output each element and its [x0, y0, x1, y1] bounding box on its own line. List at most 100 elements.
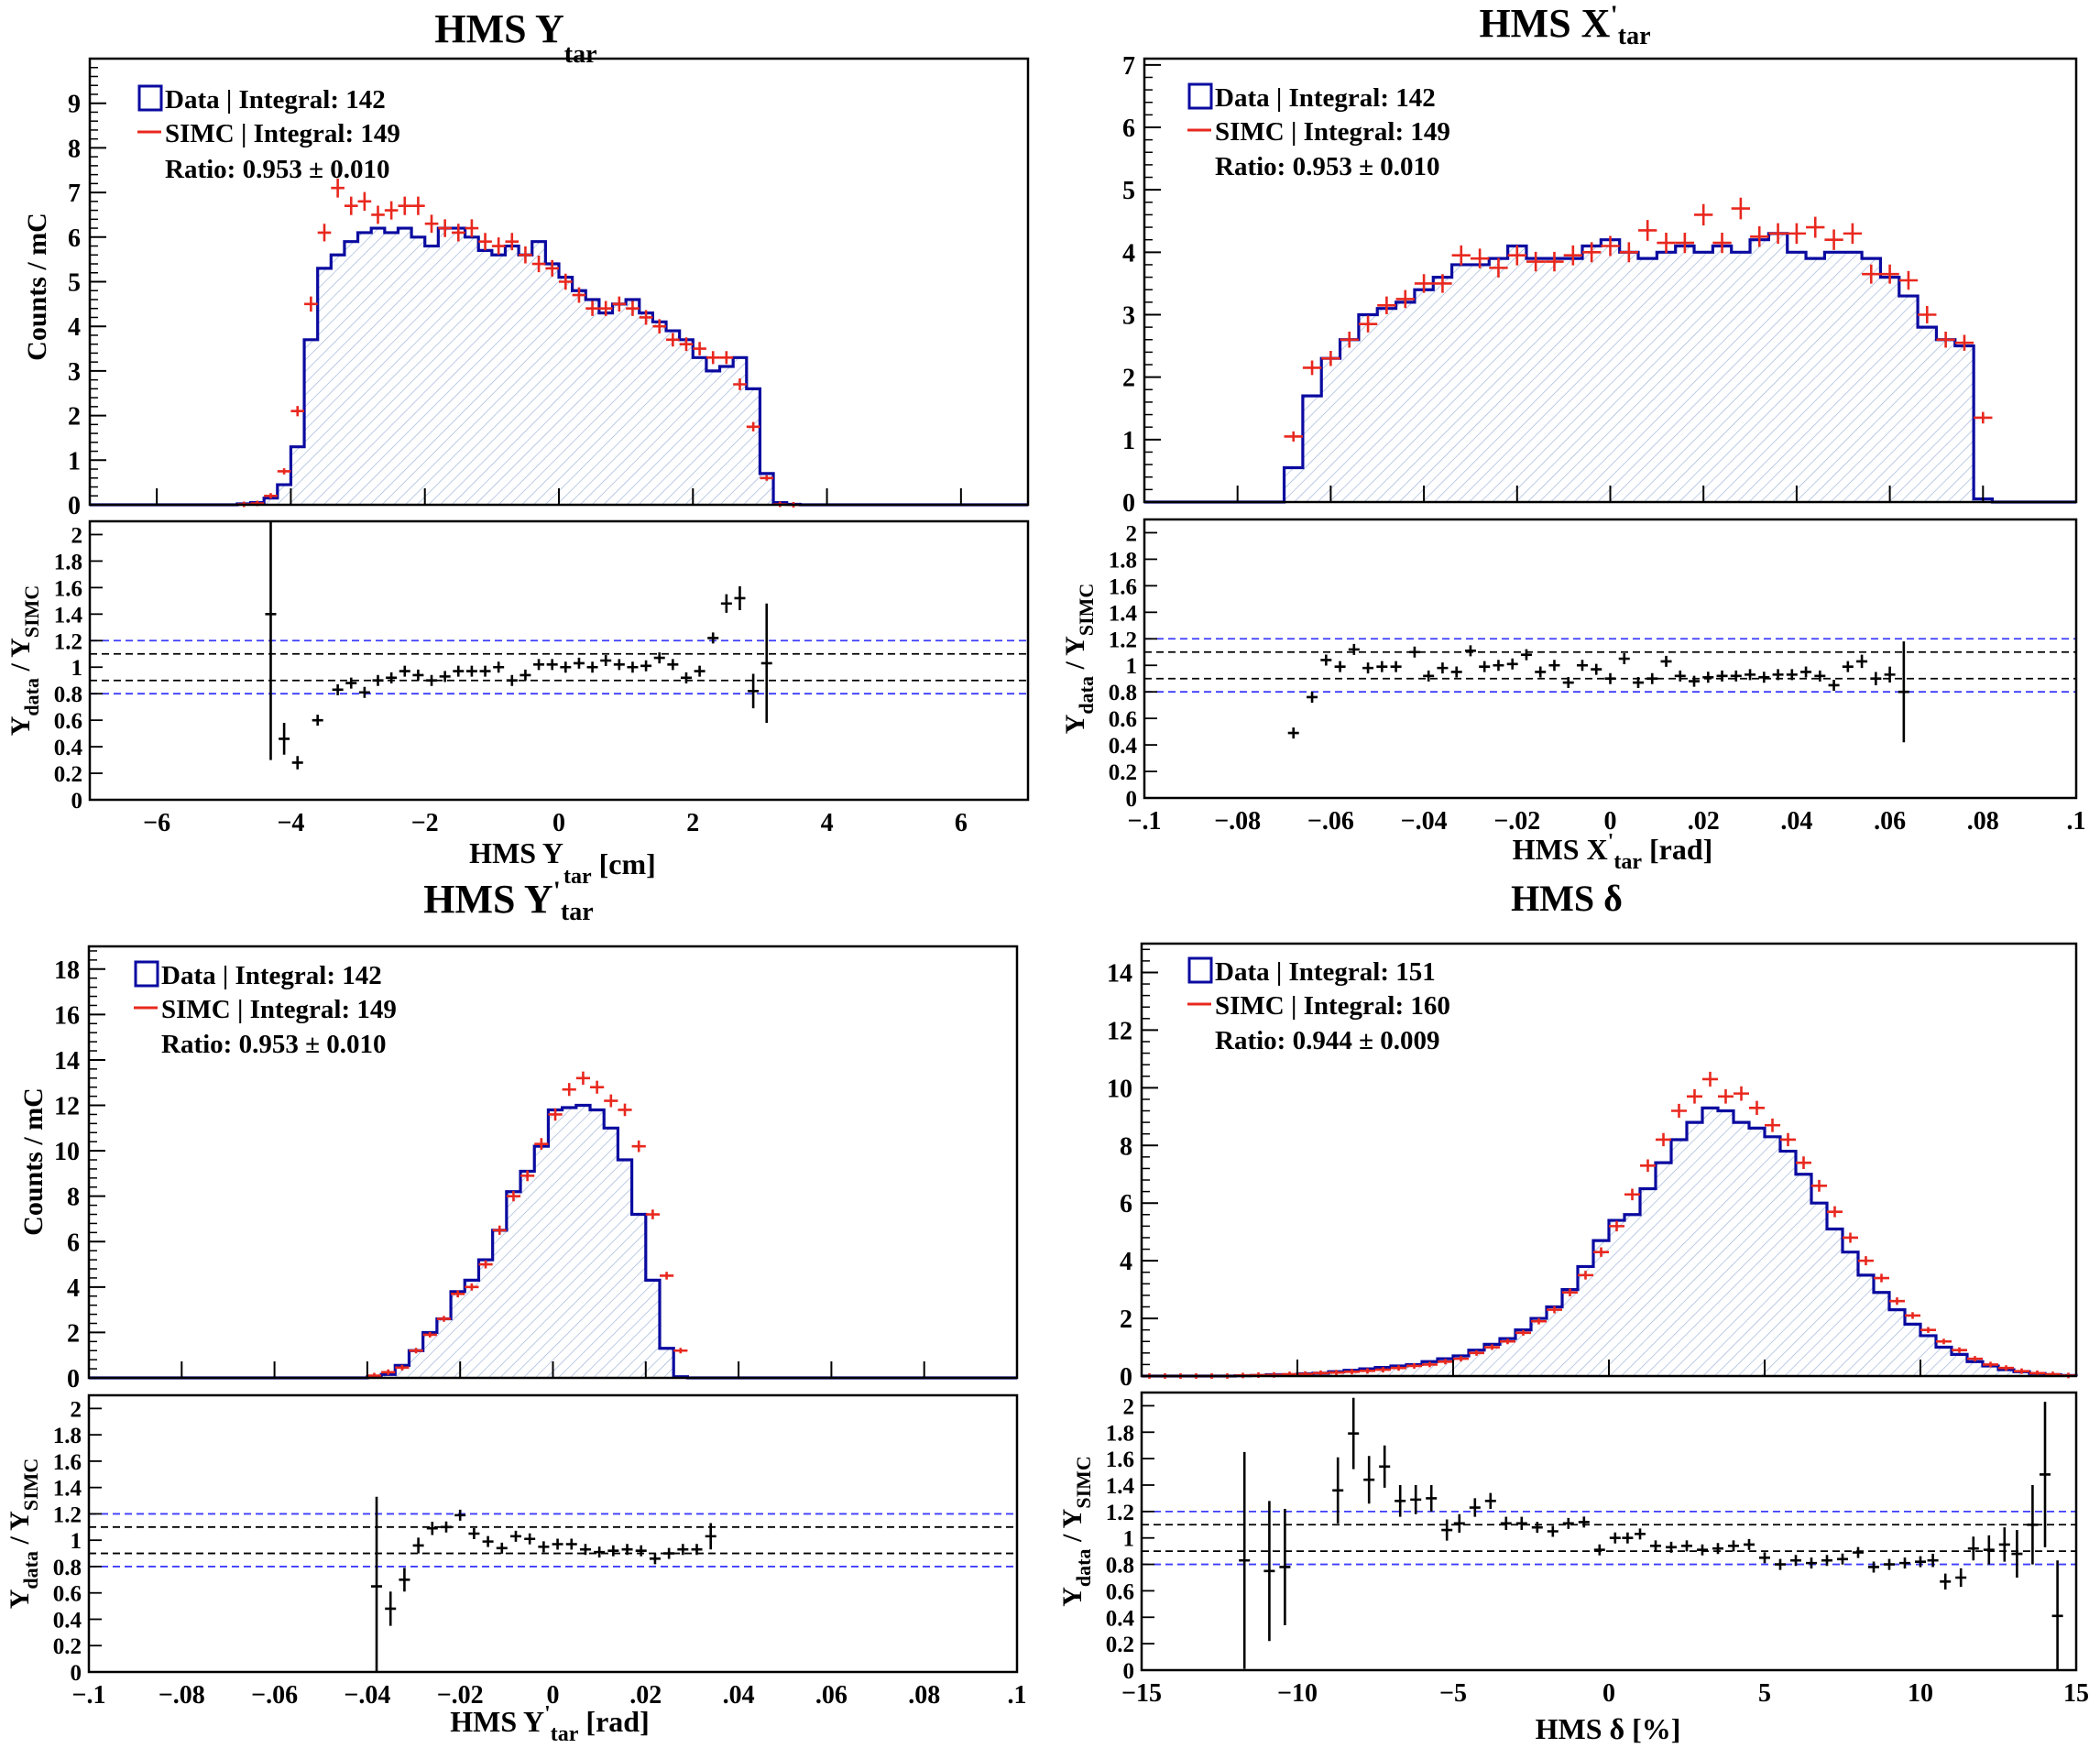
y-tick-label: 8 — [1120, 1132, 1132, 1161]
simc-point — [465, 1283, 479, 1291]
simc-point — [1624, 1188, 1640, 1201]
simc-point — [631, 1140, 646, 1153]
ratio-point — [1728, 1540, 1739, 1552]
simc-point — [1731, 197, 1751, 220]
x-tick-label: .06 — [1874, 807, 1906, 836]
x-tick-label: −15 — [1121, 1679, 1162, 1708]
simc-point — [1874, 1273, 1889, 1283]
ratio-point — [412, 669, 424, 681]
x-tick-label: .1 — [1008, 1681, 1027, 1710]
panel-delta: HMS δ HMS δ [%] Data | Integral: 151 SIM… — [1057, 878, 2089, 1745]
simc-point — [1920, 1327, 1936, 1333]
simc-point — [1858, 1256, 1874, 1266]
ratio-plot-frame — [88, 519, 1030, 802]
x-tick-label: 15 — [2063, 1679, 2089, 1708]
x-tick-label: −.02 — [437, 1681, 484, 1710]
x-tick-label: 5 — [1758, 1679, 1771, 1708]
simc-point — [1827, 1206, 1843, 1218]
ratio-point — [358, 686, 370, 698]
ratio-y-tick-label: 1.2 — [1109, 628, 1137, 652]
panel-yptar: HMS Y'tar Counts / mC HMS Y'tar [rad] Da… — [5, 876, 1027, 1746]
ratio-point — [372, 674, 384, 686]
ratio-point — [2040, 1402, 2051, 1547]
x-axis-label: HMS δ [%] — [1536, 1712, 1681, 1745]
y-tick-label: 5 — [68, 269, 81, 298]
simc-point — [451, 1290, 465, 1298]
ratio-plot-frame — [87, 1393, 1019, 1674]
ratio-y-tick-label: 0.6 — [54, 709, 82, 734]
ratio-point — [1395, 1485, 1406, 1517]
ratio-point — [1853, 1546, 1864, 1558]
simc-point — [1507, 245, 1526, 266]
legend-data-label: Data | Integral: 151 — [1215, 957, 1436, 987]
ratio-point — [653, 652, 665, 664]
ratio-point — [2051, 1560, 2063, 1670]
ratio-point — [426, 674, 438, 686]
ratio-point — [1775, 1558, 1786, 1570]
ratio-point — [734, 585, 746, 610]
ratio-point — [705, 1523, 716, 1550]
x-tick-label: 0 — [547, 1681, 560, 1710]
x-tick-label: .1 — [2067, 807, 2086, 836]
ratio-point — [1898, 641, 1909, 743]
ratio-point — [1307, 691, 1318, 703]
y-tick-label: 5 — [1122, 177, 1135, 205]
simc-point — [1562, 1288, 1578, 1297]
simc-point — [1515, 1329, 1531, 1336]
ratio-point — [635, 1545, 647, 1557]
simc-point — [1671, 1103, 1687, 1119]
ratio-point — [1842, 661, 1854, 672]
ratio-y-tick-label: 1 — [1126, 654, 1138, 679]
simc-point — [520, 1170, 535, 1182]
simc-point — [1806, 216, 1825, 238]
ratio-plot-bg — [89, 1395, 1017, 1672]
ratio-point — [560, 661, 572, 673]
legend-ratio-label: Ratio: 0.953 ± 0.010 — [161, 1030, 386, 1059]
ratio-y-tick-label: 0.8 — [54, 683, 82, 707]
ratio-point — [1334, 661, 1346, 672]
legend-simc-label: SIMC | Integral: 149 — [161, 995, 397, 1024]
legend-data-label: Data | Integral: 142 — [165, 85, 386, 115]
simc-point — [1344, 1369, 1360, 1375]
x-tick-label: .06 — [815, 1681, 848, 1710]
ratio-point — [586, 661, 598, 673]
ratio-point — [468, 1528, 480, 1539]
ratio-y-tick-label: 1.4 — [54, 603, 83, 628]
ratio-y-tick-label: 1.8 — [54, 550, 82, 574]
ratio-point — [1450, 666, 1462, 678]
ratio-point — [1362, 662, 1374, 674]
x-tick-label: −6 — [143, 809, 170, 837]
y-tick-label: 12 — [54, 1093, 80, 1121]
y-tick-label: 6 — [1122, 115, 1135, 143]
x-axis-label: HMS Ytar [cm] — [469, 836, 656, 889]
ratio-point — [1408, 646, 1420, 658]
simc-point — [705, 351, 720, 365]
ratio-y-tick-label: 1.4 — [1106, 1474, 1135, 1499]
x-tick-label: .02 — [629, 1681, 662, 1710]
legend: Data | Integral: 142 SIMC | Integral: 14… — [1187, 82, 1450, 181]
simc-point — [1918, 306, 1937, 323]
simc-point — [1889, 1297, 1905, 1306]
ratio-point — [680, 672, 692, 683]
simc-point — [1406, 1362, 1422, 1369]
ratio-point — [677, 1544, 689, 1556]
x-tick-label: −.02 — [1493, 807, 1540, 836]
ratio-y-label: Ydata / YSIMC — [5, 1458, 42, 1610]
ratio-point — [1646, 672, 1658, 684]
simc-point — [1675, 232, 1695, 254]
ratio-point — [1660, 655, 1672, 667]
simc-point — [1302, 360, 1322, 376]
ratio-point — [1689, 675, 1701, 687]
ratio-point — [1453, 1513, 1465, 1533]
y-tick-label: 7 — [1122, 52, 1135, 81]
ratio-point — [2027, 1485, 2039, 1565]
ratio-point — [386, 672, 398, 683]
simc-point — [1438, 1359, 1453, 1365]
ratio-y-tick-label: 1 — [71, 1529, 82, 1554]
y-tick-label: 16 — [54, 1001, 80, 1030]
ratio-y-tick-label: 2 — [71, 1397, 82, 1422]
simc-point — [411, 196, 425, 215]
ratio-y-tick-label: 0 — [1123, 1659, 1135, 1684]
panel-xptar: HMS X'tar HMS X'tar [rad] Data | Integra… — [1060, 0, 2086, 874]
simc-point — [381, 1369, 396, 1375]
